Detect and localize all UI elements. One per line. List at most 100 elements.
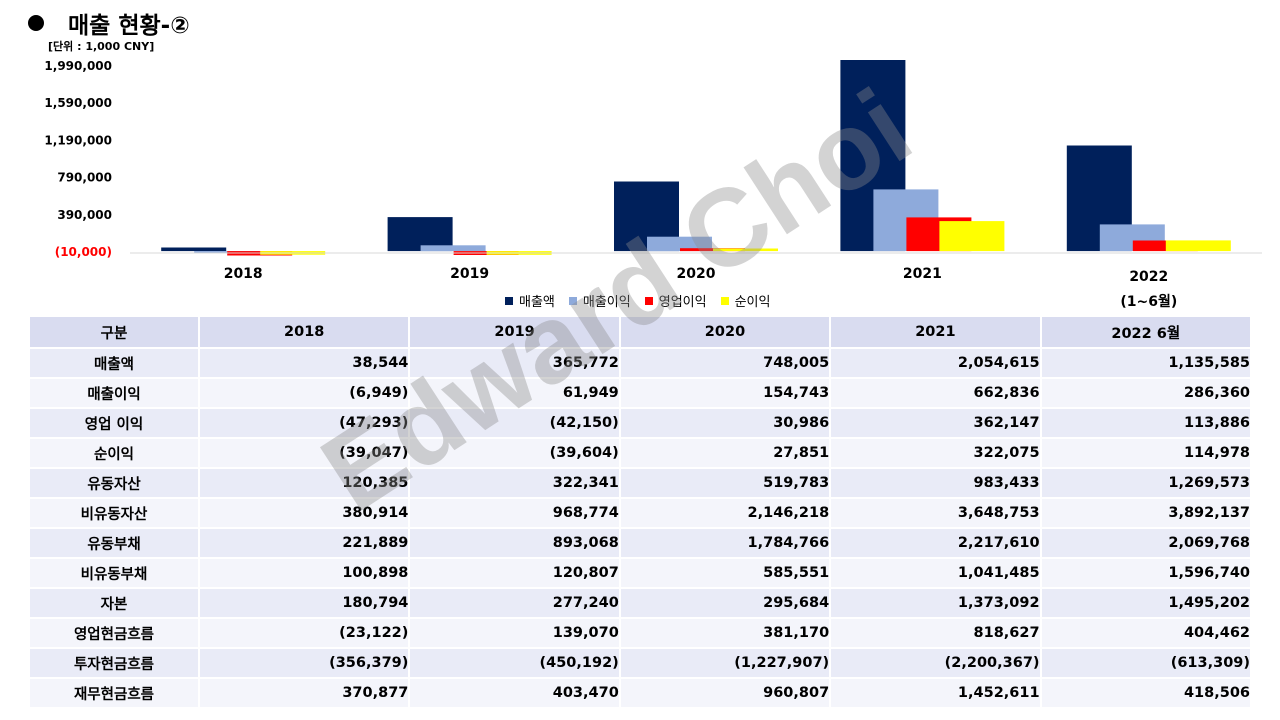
table-cell: 2,054,615 (831, 349, 1040, 379)
row-label: 순이익 (30, 439, 198, 469)
table-cell: 180,794 (200, 589, 409, 619)
legend-label: 매출이익 (582, 295, 631, 310)
bar-operating-profit-2020 (680, 248, 745, 252)
table-cell: (6,949) (200, 379, 409, 409)
table-cell: 120,807 (410, 559, 619, 589)
table-cell: 893,068 (410, 529, 619, 559)
table-cell: 30,986 (620, 409, 830, 439)
table-cell: (2,200,367) (831, 649, 1040, 679)
table-cell: (613,309) (1041, 649, 1250, 679)
x-tick-label: 2022 (1129, 269, 1168, 285)
table-cell: 61,949 (410, 379, 619, 409)
row-label: 유동부채 (30, 529, 198, 559)
table-row: 비유동자산 380,914 968,774 2,146,218 3,648,753 3,8… (30, 499, 1250, 529)
table-cell: 404,462 (1041, 619, 1250, 649)
bar-gross-profit-2019 (420, 245, 486, 252)
row-label: 자본 (30, 589, 198, 619)
bar-gross-profit-2020 (647, 236, 712, 252)
table-row: 비유동부채 100,898 120,807 585,551 1,041,485 1,596… (30, 559, 1250, 589)
table-cell: 983,433 (831, 469, 1040, 499)
table-cell: 1,373,092 (831, 589, 1040, 619)
table-cell: 38,544 (200, 349, 409, 379)
bar-net-income-2021 (939, 221, 1005, 252)
bar-chart: (10,000) 390,000 790,000 1,190,000 1,590,000… (44, 59, 1262, 310)
chart-legend: 매출액 매출이익 영업이익 순이익 (505, 291, 770, 310)
legend-item: 순이익 (720, 291, 771, 310)
table-cell: 1,269,573 (1041, 469, 1250, 499)
table-row: 유동부채 221,889 893,068 1,784,766 2,217,610 2,06… (30, 529, 1250, 559)
table-cell: 1,596,740 (1041, 559, 1250, 589)
table-cell: 365,772 (410, 349, 619, 379)
row-label: 영업 이익 (30, 409, 198, 439)
table-cell: 748,005 (620, 349, 830, 379)
bar-net-income-2020 (713, 248, 778, 252)
legend-label: 매출액 (519, 295, 555, 310)
table-cell: 286,360 (1041, 379, 1250, 409)
table-row: 매출이익 (6,949) 61,949 154,743 662,836 286,360 (30, 379, 1250, 409)
table-cell: 1,495,202 (1041, 589, 1250, 619)
table-cell: 3,648,753 (831, 499, 1040, 529)
page-title: 매출 현황-② (28, 6, 190, 40)
bar-revenue-2018 (161, 247, 227, 252)
bullet-icon (28, 15, 44, 31)
table-row: 투자현금흐름 (356,379) (450,192) (1,227,907) (2,20… (30, 649, 1250, 679)
table-header-label: 구분 (30, 317, 198, 349)
x-tick-label: 2021 (903, 266, 942, 282)
table-cell: 362,147 (831, 409, 1040, 439)
table-cell: 120,385 (200, 469, 409, 499)
table-cell: 322,075 (831, 439, 1040, 469)
table-header-year: 2018 (200, 317, 409, 349)
table-header-year: 2021 (831, 317, 1040, 349)
table-cell: 100,898 (200, 559, 409, 589)
table-cell: 1,452,611 (831, 679, 1040, 709)
row-label: 비유동부채 (30, 559, 198, 589)
table-cell: 1,135,585 (1041, 349, 1250, 379)
y-tick-label: 1,990,000 (44, 59, 112, 73)
legend-swatch (568, 296, 577, 305)
legend-label: 순이익 (734, 295, 771, 310)
table-cell: 27,851 (620, 439, 830, 469)
table-cell: 381,170 (620, 619, 830, 649)
table-row: 영업 이익 (47,293) (42,150) 30,986 362,147 113,88… (30, 409, 1250, 439)
legend-swatch (644, 296, 653, 305)
table-cell: 322,341 (410, 469, 619, 499)
table-cell: 277,240 (410, 589, 619, 619)
table-cell: (450,192) (410, 649, 619, 679)
table-cell: (356,379) (200, 649, 409, 679)
y-tick-label: 790,000 (57, 171, 112, 185)
table-cell: 960,807 (620, 679, 830, 709)
table-cell: 818,627 (831, 619, 1040, 649)
table-cell: 1,041,485 (831, 559, 1040, 589)
table-cell: (1,227,907) (620, 649, 830, 679)
table-cell: 3,892,137 (1041, 499, 1250, 529)
table-cell: (47,293) (200, 409, 409, 439)
table-row: 매출액 38,544 365,772 748,005 2,054,615 1,135,58… (30, 349, 1250, 379)
table-cell: 139,070 (410, 619, 619, 649)
x-tick-label: 2018 (224, 266, 263, 282)
legend-label: 영업이익 (658, 295, 707, 310)
table-cell: 295,684 (620, 589, 830, 619)
table-row: 재무현금흐름 370,877 403,470 960,807 1,452,611 418,… (30, 679, 1250, 709)
y-tick-label: 1,590,000 (44, 96, 112, 110)
table-header-year: 2022 6월 (1041, 317, 1250, 349)
table-cell: 2,069,768 (1041, 529, 1250, 559)
legend-swatch (505, 296, 513, 305)
table-cell: 1,784,766 (620, 529, 830, 559)
table-cell: (23,122) (200, 619, 409, 649)
row-label: 투자현금흐름 (30, 649, 198, 679)
legend-swatch (720, 296, 729, 305)
bar-operating-profit-2022 (1132, 240, 1198, 252)
y-tick-label: 1,190,000 (44, 133, 112, 147)
row-label: 재무현금흐름 (30, 679, 198, 709)
row-label: 유동자산 (30, 469, 198, 499)
legend-item: 영업이익 (644, 291, 707, 310)
x-tick-label: 2020 (677, 266, 716, 282)
table-cell: 519,783 (620, 469, 830, 499)
table-row: 자본 180,794 277,240 295,684 1,373,092 1,495,20… (30, 589, 1250, 619)
table-cell: 418,506 (1041, 679, 1250, 709)
table-row: 영업현금흐름 (23,122) 139,070 381,170 818,627 404,4… (30, 619, 1250, 649)
unit-label: [단위 : 1,000 CNY] (48, 40, 155, 53)
page-title-text: 매출 현황-② (68, 13, 190, 39)
row-label: 영업현금흐름 (30, 619, 198, 649)
y-tick-label: 390,000 (57, 208, 112, 222)
